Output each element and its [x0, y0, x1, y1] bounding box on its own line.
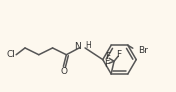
Text: F: F [105, 52, 110, 61]
Text: F: F [104, 60, 109, 69]
Text: Cl: Cl [7, 50, 16, 59]
Text: F: F [117, 50, 122, 59]
Text: O: O [61, 67, 68, 76]
Text: Br: Br [138, 46, 148, 55]
Text: H: H [85, 41, 91, 51]
Text: N: N [74, 43, 81, 51]
